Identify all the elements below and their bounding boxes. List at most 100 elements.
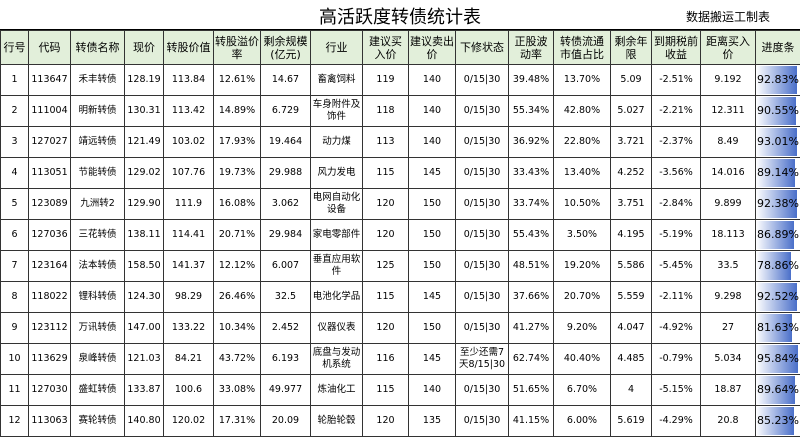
- row: 9 123112 万讯转债 147.00 133.22 10.34% 2.452 仪器仪表 12…: [0, 312, 800, 344]
- cell: 141.37: [163, 250, 214, 282]
- cell: 111004: [28, 95, 71, 127]
- cell: 4: [610, 374, 652, 406]
- cell: -2.37%: [651, 126, 701, 158]
- cell: 19.464: [260, 126, 311, 158]
- progress-cell: 92.52%: [755, 281, 800, 313]
- column-header: 代码: [28, 30, 71, 65]
- cell: 135: [408, 405, 456, 437]
- cell: 0/15|30: [455, 188, 509, 220]
- cell: 150: [408, 188, 456, 220]
- cell: 120: [362, 312, 409, 344]
- cell: 41.27%: [508, 312, 554, 344]
- cell: 121.03: [124, 343, 164, 375]
- progress-bar: [756, 283, 797, 311]
- cell: 129.90: [124, 188, 164, 220]
- cell: -5.19%: [651, 219, 701, 251]
- cell: 0/15|30: [455, 126, 509, 158]
- cell: 133.87: [124, 374, 164, 406]
- cell: 4.047: [610, 312, 652, 344]
- column-header: 建议买入价: [362, 30, 409, 65]
- cell: 4.485: [610, 343, 652, 375]
- cell: 113051: [28, 157, 71, 189]
- cell: 120: [362, 188, 409, 220]
- cell: 5.619: [610, 405, 652, 437]
- cell: -5.15%: [651, 374, 701, 406]
- cell: 130.31: [124, 95, 164, 127]
- cell: 5.586: [610, 250, 652, 282]
- cell: 3.062: [260, 188, 311, 220]
- cell: 40.40%: [553, 343, 611, 375]
- cell: 150: [408, 312, 456, 344]
- cell: 底盘与发动机系统: [310, 343, 363, 375]
- progress-bar: [756, 252, 791, 280]
- progress-bar: [756, 190, 797, 218]
- progress-cell: 90.55%: [755, 95, 800, 127]
- cell: 0/15|30: [455, 405, 509, 437]
- progress-label: 92.52%: [757, 289, 799, 303]
- cell: 5.559: [610, 281, 652, 313]
- column-header: 转股价值: [163, 30, 214, 65]
- column-header: 距离买入价: [700, 30, 756, 65]
- cell: 20.09: [260, 405, 311, 437]
- cell: 5.027: [610, 95, 652, 127]
- cell: 19.20%: [553, 250, 611, 282]
- row: 5 123089 九洲转2 129.90 111.9 16.08% 3.062 电网自动化设备…: [0, 188, 800, 220]
- cell: 垂直应用软件: [310, 250, 363, 282]
- author: 数据搬运工制表: [685, 10, 770, 24]
- progress-cell: 78.86%: [755, 250, 800, 282]
- progress-label: 90.55%: [757, 103, 799, 117]
- progress-label: 81.63%: [757, 320, 799, 334]
- progress-bar: [756, 407, 794, 435]
- cell: 4: [0, 157, 29, 189]
- cell: 123112: [28, 312, 71, 344]
- cell: 120: [362, 219, 409, 251]
- cell: 140: [408, 374, 456, 406]
- cell: 10.50%: [553, 188, 611, 220]
- cell: 9.192: [700, 64, 756, 96]
- cell: 轮胎轮毂: [310, 405, 363, 437]
- column-header: 现价: [124, 30, 164, 65]
- cell: 5.09: [610, 64, 652, 96]
- cell: 100.6: [163, 374, 214, 406]
- cell: 140: [408, 95, 456, 127]
- cell: 29.984: [260, 219, 311, 251]
- progress-bar: [756, 221, 795, 249]
- cell: 51.65%: [508, 374, 554, 406]
- cell: 12.311: [700, 95, 756, 127]
- cell: 22.80%: [553, 126, 611, 158]
- table: 行号 代码 转债名称 现价 转股价值 转股溢价率 剩余规模(亿元) 行业 建议买入价 建议卖出价下…: [0, 30, 800, 437]
- progress-label: 92.83%: [757, 72, 799, 86]
- title: 高活跃度转债统计表: [319, 7, 481, 27]
- cell: 41.15%: [508, 405, 554, 437]
- cell: 1: [0, 64, 29, 96]
- cell: 127027: [28, 126, 71, 158]
- cell: 泉峰转债: [70, 343, 125, 375]
- progress-label: 93.01%: [757, 134, 799, 148]
- cell: 9: [0, 312, 29, 344]
- column-header: 转股溢价率: [213, 30, 261, 65]
- cell: 123164: [28, 250, 71, 282]
- cell: 7: [0, 250, 29, 282]
- cell: 115: [362, 374, 409, 406]
- progress-cell: 89.14%: [755, 157, 800, 189]
- row: 10 113629 泉峰转债 121.03 84.21 43.72% 6.193 底盘与发动机…: [0, 343, 800, 375]
- cell: 3.721: [610, 126, 652, 158]
- cell: 11: [0, 374, 29, 406]
- cell: 16.08%: [213, 188, 261, 220]
- cell: 9.899: [700, 188, 756, 220]
- cell: 三花转债: [70, 219, 125, 251]
- cell: 6: [0, 219, 29, 251]
- cell: 145: [408, 281, 456, 313]
- cell: -4.29%: [651, 405, 701, 437]
- column-header: 行号: [0, 30, 29, 65]
- cell: 133.22: [163, 312, 214, 344]
- column-header: 建议卖出价: [408, 30, 456, 65]
- cell: 113063: [28, 405, 71, 437]
- cell: 电网自动化设备: [310, 188, 363, 220]
- cell: 17.93%: [213, 126, 261, 158]
- progress-cell: 85.23%: [755, 405, 800, 437]
- cell: 至少还需7天8/15|30: [455, 343, 509, 375]
- cell: 120.02: [163, 405, 214, 437]
- cell: 6.70%: [553, 374, 611, 406]
- cell: 10: [0, 343, 29, 375]
